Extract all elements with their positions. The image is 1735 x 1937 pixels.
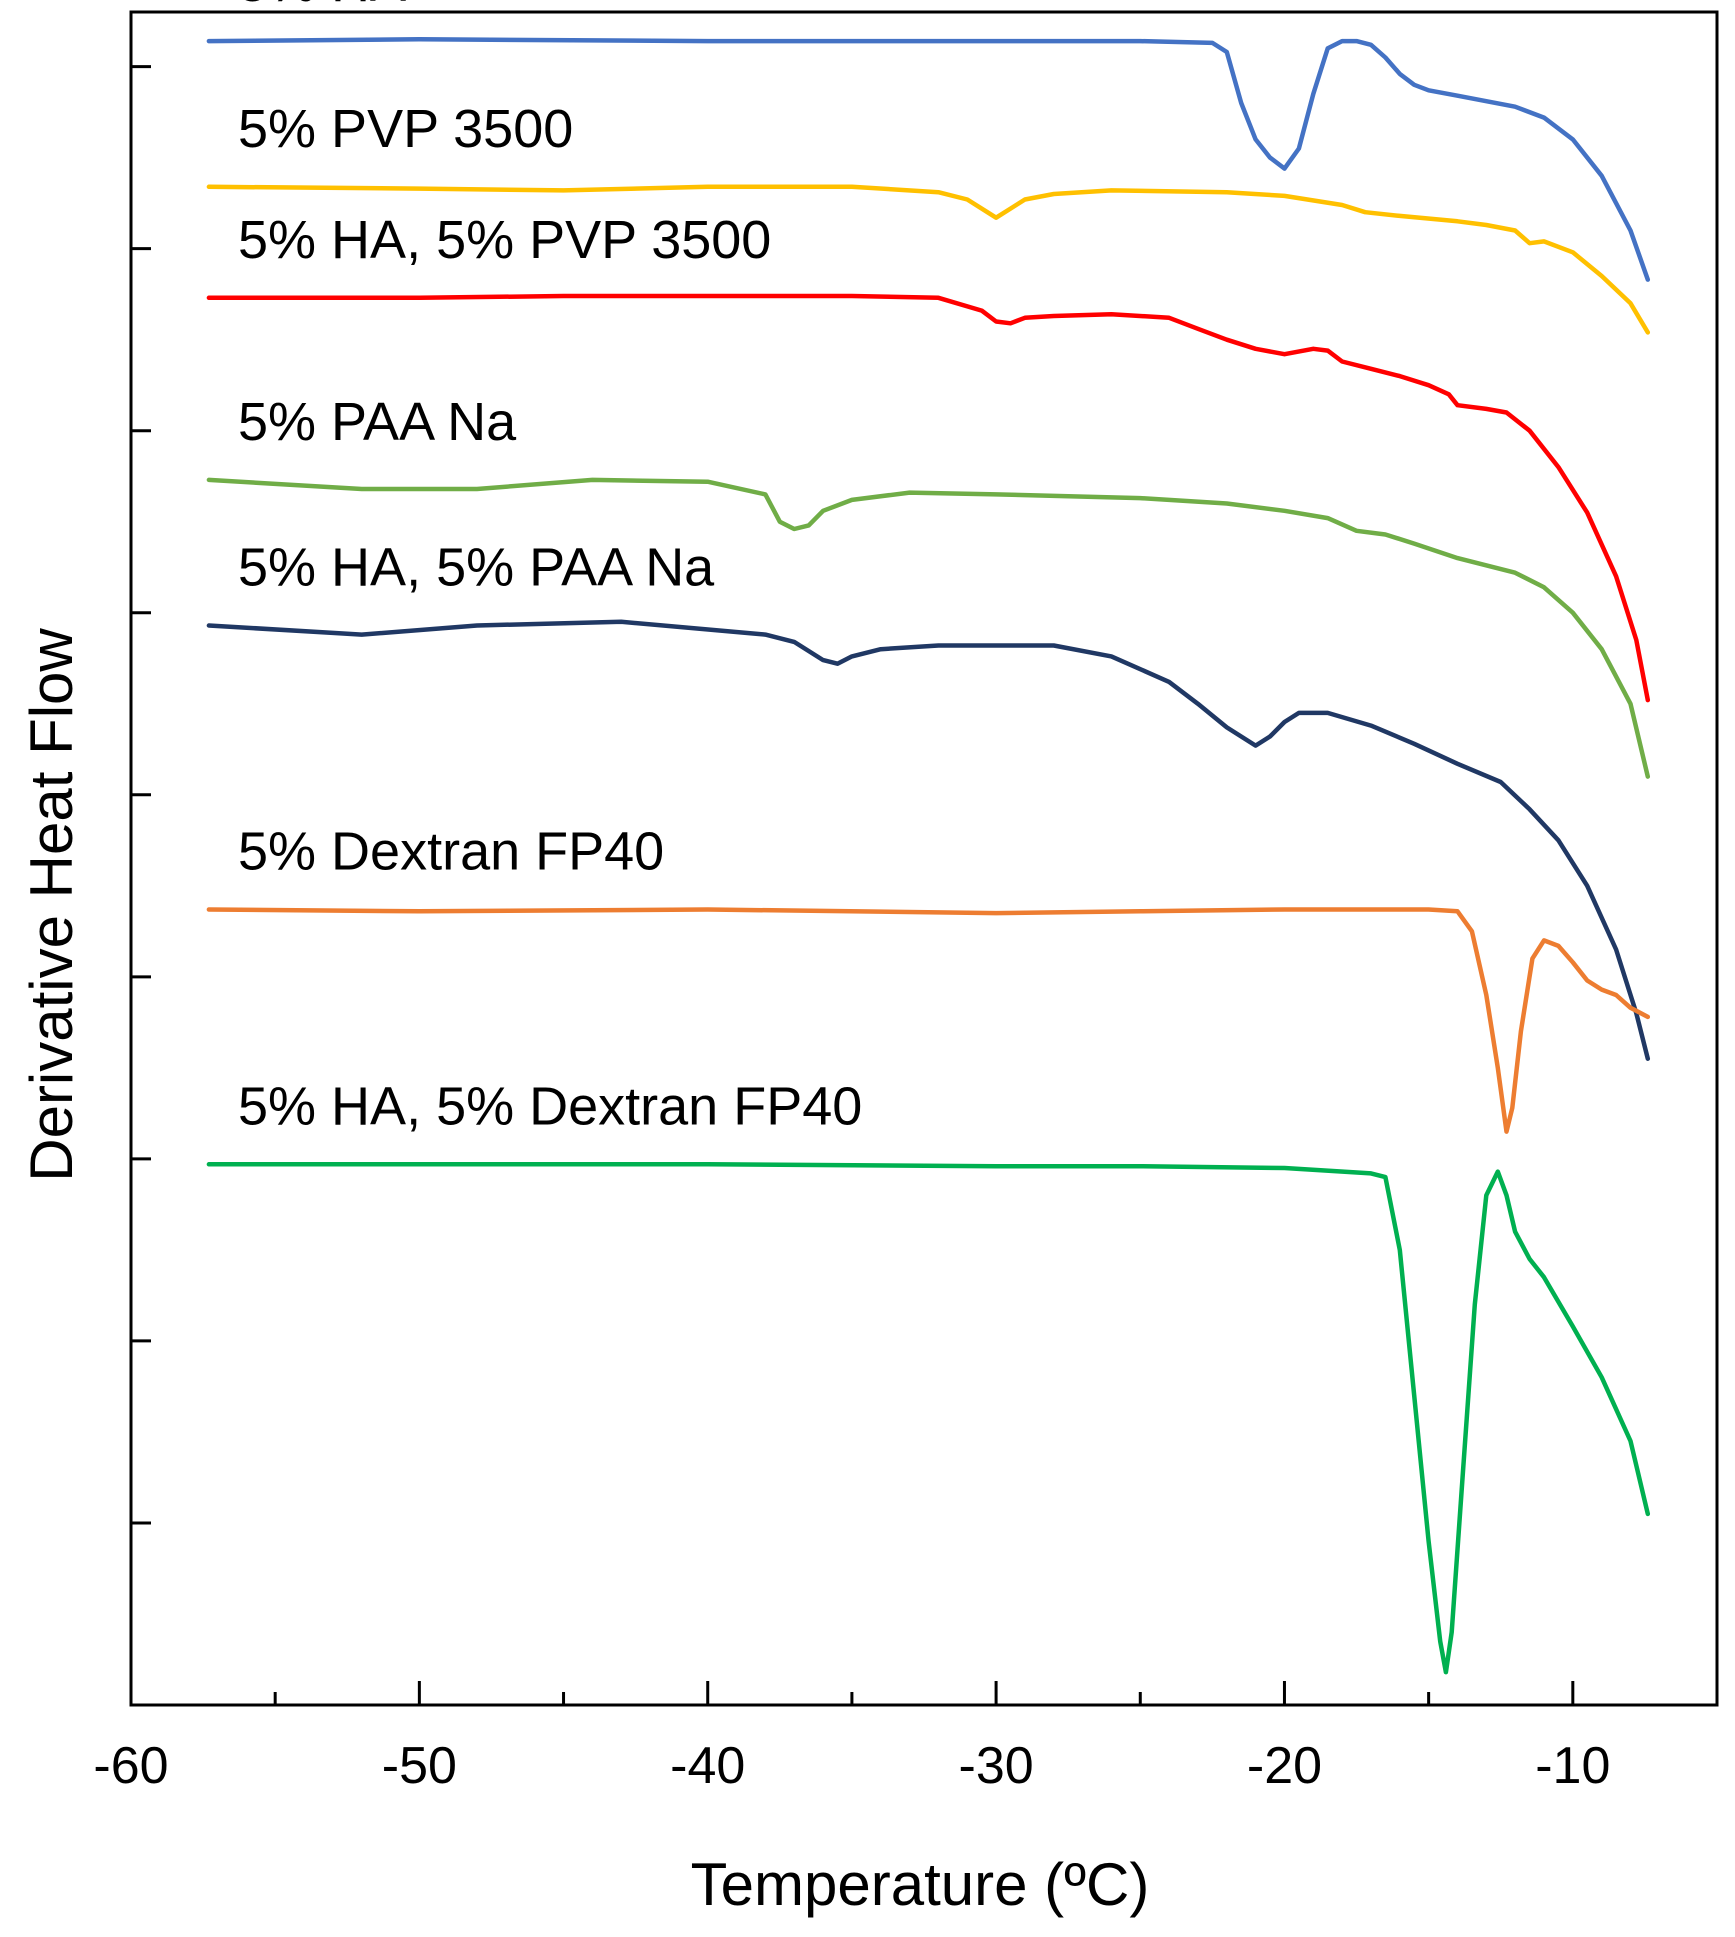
series-line-3 bbox=[206, 477, 1651, 779]
x-tick-label: -60 bbox=[93, 1737, 168, 1795]
y-ticks bbox=[131, 65, 151, 1525]
series-line-6 bbox=[206, 1162, 1651, 1675]
x-tick-label: -50 bbox=[382, 1737, 457, 1795]
x-ticks: -60 -50 -40 -30 -20 -10 bbox=[93, 1681, 1719, 1795]
x-tick-label: -30 bbox=[959, 1737, 1034, 1795]
series-line-0 bbox=[206, 37, 1651, 282]
series-lines bbox=[206, 37, 1651, 1675]
series-label-3: 5% PAA Na bbox=[238, 392, 517, 452]
series-label-5: 5% Dextran FP40 bbox=[238, 821, 664, 881]
series-line-2 bbox=[206, 293, 1651, 703]
y-axis-title: Derivative Heat Flow bbox=[18, 628, 85, 1182]
plot-frame bbox=[129, 10, 1719, 1707]
series-label-1: 5% PVP 3500 bbox=[238, 99, 573, 159]
series-label-6: 5% HA, 5% Dextran FP40 bbox=[238, 1076, 862, 1136]
series-label-0: 5% HA bbox=[238, 0, 406, 13]
series-line-5 bbox=[206, 907, 1651, 1134]
x-tick-label: -20 bbox=[1247, 1737, 1322, 1795]
x-tick-label: -40 bbox=[670, 1737, 745, 1795]
x-tick-label: -10 bbox=[1535, 1737, 1610, 1795]
series-line-1 bbox=[206, 184, 1651, 335]
series-label-2: 5% HA, 5% PVP 3500 bbox=[238, 210, 771, 270]
series-line-4 bbox=[206, 619, 1651, 1061]
series-label-4: 5% HA, 5% PAA Na bbox=[238, 537, 715, 597]
series-labels: 5% HA 5% PVP 3500 5% HA, 5% PVP 3500 5% PAA… bbox=[238, 0, 862, 1136]
x-axis-title: Temperature (ºC) bbox=[691, 1851, 1150, 1918]
